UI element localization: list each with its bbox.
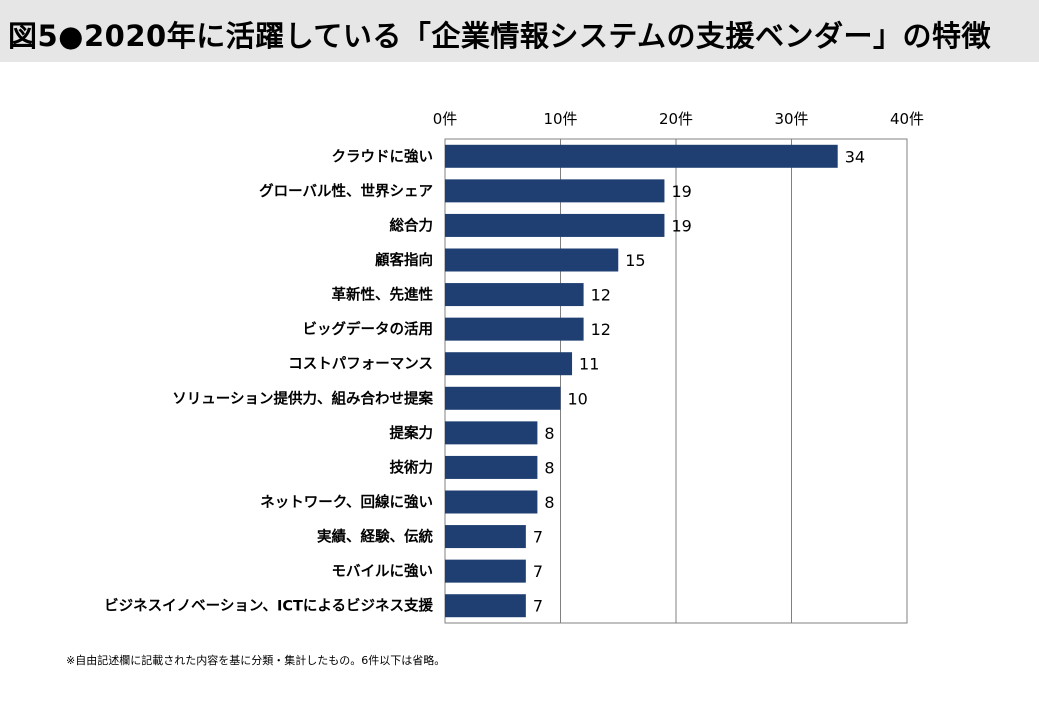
bar <box>445 421 538 445</box>
data-label: 34 <box>845 147 865 166</box>
category-label: コストパフォーマンス <box>288 356 433 373</box>
data-label: 15 <box>625 251 645 270</box>
bar <box>445 352 573 376</box>
category-label: ネットワーク、回線に強い <box>260 493 433 511</box>
category-label: クラウドに強い <box>332 147 434 165</box>
title-bar: 図5●2020年に活躍している「企業情報システムの支援ベンダー」の特徴 <box>0 0 1039 62</box>
category-label: 総合力 <box>390 216 434 234</box>
data-label: 8 <box>544 458 554 477</box>
x-tick-label: 40件 <box>890 110 924 128</box>
bar <box>445 594 526 618</box>
bar <box>445 248 619 272</box>
bar <box>445 144 838 168</box>
bar <box>445 213 665 237</box>
plot-area-border <box>444 138 908 624</box>
data-label: 7 <box>533 528 543 547</box>
bar <box>445 179 665 203</box>
category-label: グローバル性、世界シェア <box>259 182 433 200</box>
category-label: ビジネスイノベーション、ICTによるビジネス支援 <box>104 597 433 615</box>
data-label: 7 <box>533 597 543 616</box>
category-label: 技術力 <box>390 458 434 476</box>
category-label: 革新性、先進性 <box>332 286 434 304</box>
category-label: 提案力 <box>390 424 434 442</box>
x-tick-label: 20件 <box>659 110 693 128</box>
bar <box>445 525 526 549</box>
category-label: ビッグデータの活用 <box>303 320 434 338</box>
bar <box>445 455 538 479</box>
category-label: 顧客指向 <box>375 251 433 269</box>
data-label: 11 <box>579 355 599 374</box>
category-label: 実績、経験、伝統 <box>317 528 433 546</box>
category-label: モバイルに強い <box>332 562 434 580</box>
bar <box>445 559 526 583</box>
data-label: 12 <box>591 286 611 305</box>
data-label: 19 <box>671 182 691 201</box>
data-label: 7 <box>533 562 543 581</box>
data-label: 19 <box>671 216 691 235</box>
data-label: 10 <box>568 389 588 408</box>
data-label: 12 <box>591 320 611 339</box>
x-tick-label: 30件 <box>774 110 808 128</box>
bar <box>445 490 538 514</box>
x-tick-label: 0件 <box>433 110 458 128</box>
data-label: 8 <box>544 424 554 443</box>
x-tick-label: 10件 <box>543 110 577 128</box>
bar <box>445 317 584 341</box>
data-label: 8 <box>544 493 554 512</box>
bar <box>445 386 561 410</box>
bar <box>445 283 584 307</box>
footnote: ※自由記述欄に記載された内容を基に分類・集計したもの。6件以下は省略。 <box>66 654 446 667</box>
category-label: ソリューション提供力、組み合わせ提案 <box>172 389 433 407</box>
chart-title: 図5●2020年に活躍している「企業情報システムの支援ベンダー」の特徴 <box>8 19 991 53</box>
